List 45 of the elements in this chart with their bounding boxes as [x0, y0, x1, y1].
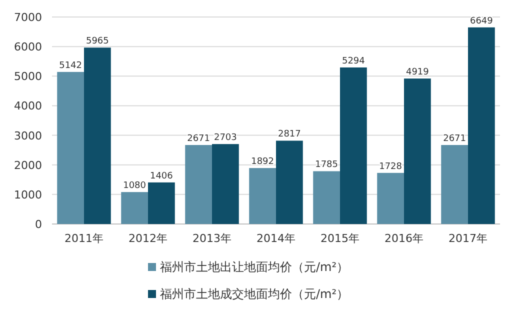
bar	[441, 145, 468, 224]
data-label: 2817	[278, 130, 301, 140]
bar	[404, 78, 431, 224]
data-label: 1406	[150, 171, 174, 182]
x-tick-label: 2017年	[448, 232, 488, 245]
bar	[121, 192, 148, 224]
bar	[57, 72, 84, 224]
y-tick-label: 4000	[14, 100, 42, 113]
bar	[148, 182, 175, 224]
x-tick-label: 2013年	[192, 232, 232, 245]
y-tick-label: 0	[35, 218, 42, 231]
y-tick-label: 7000	[14, 11, 42, 24]
y-tick-label: 5000	[14, 70, 42, 84]
legend-label: 福州市土地成交地面均价（元/m²）	[160, 287, 349, 301]
data-label: 1785	[315, 160, 338, 170]
y-tick-label: 3000	[14, 129, 42, 142]
bar	[249, 168, 276, 224]
bar	[340, 67, 367, 224]
data-label: 1080	[123, 181, 146, 192]
data-label: 1892	[251, 157, 274, 168]
bar	[212, 144, 239, 224]
bar	[468, 27, 495, 224]
data-label: 5142	[59, 60, 82, 71]
data-label: 1728	[379, 162, 402, 172]
x-tick-label: 2012年	[128, 232, 168, 245]
y-tick-label: 1000	[14, 188, 42, 202]
x-tick-label: 2011年	[64, 232, 104, 245]
bar	[313, 171, 340, 224]
data-label: 5294	[342, 56, 366, 66]
x-tick-label: 2014年	[256, 232, 296, 245]
bar	[377, 172, 404, 224]
data-label: 2671	[443, 134, 466, 144]
x-tick-label: 2016年	[384, 232, 424, 245]
x-tick-label: 2015年	[320, 232, 360, 245]
data-label: 5965	[86, 36, 109, 47]
data-label: 2703	[214, 133, 237, 144]
bar	[276, 140, 303, 224]
data-label: 4919	[406, 68, 430, 78]
y-tick-label: 6000	[14, 40, 42, 54]
bar	[84, 48, 111, 224]
legend-label: 福州市土地出让地面均价（元/m²）	[160, 260, 349, 274]
data-label: 6649	[470, 16, 494, 26]
y-tick-label: 2000	[14, 158, 42, 172]
data-label: 2671	[187, 134, 210, 144]
bar	[185, 145, 212, 224]
